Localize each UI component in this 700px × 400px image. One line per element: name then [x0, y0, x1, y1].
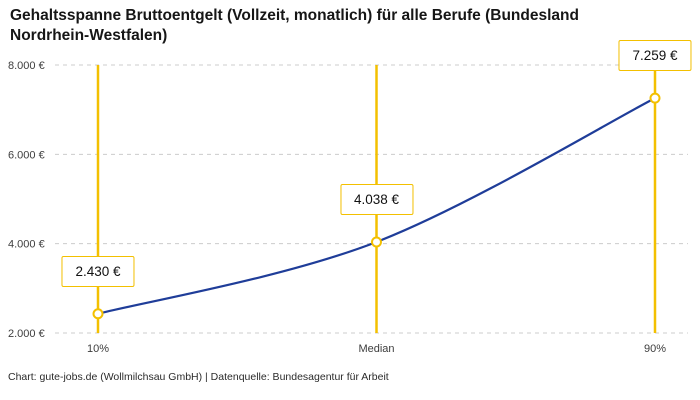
value-label: 4.038 € — [339, 183, 414, 215]
y-axis-label: 4.000 € — [8, 239, 45, 251]
data-point-marker — [649, 92, 661, 104]
y-axis-label: 2.000 € — [8, 328, 45, 340]
chart-credit: Chart: gute-jobs.de (Wollmilchsau GmbH) … — [8, 371, 389, 383]
y-axis-label: 8.000 € — [8, 60, 45, 72]
x-axis-label: Median — [358, 343, 394, 355]
chart-title: Gehaltsspanne Bruttoentgelt (Vollzeit, m… — [10, 7, 579, 45]
x-axis-label: 10% — [87, 343, 109, 355]
value-label: 7.259 € — [618, 40, 692, 72]
data-point-marker — [92, 308, 104, 320]
value-label: 2.430 € — [61, 255, 135, 287]
data-point-marker — [371, 236, 382, 248]
y-axis-label: 6.000 € — [8, 149, 45, 161]
x-axis-label: 90% — [644, 343, 666, 355]
